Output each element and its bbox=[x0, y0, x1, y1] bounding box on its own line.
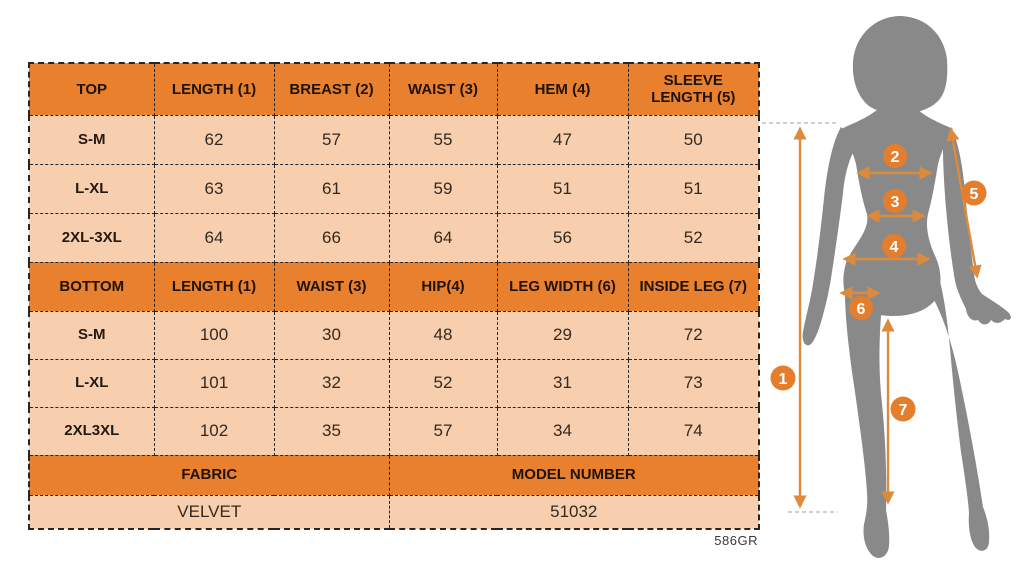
sleeve-length-header: SLEEVE LENGTH (5) bbox=[627, 62, 760, 116]
value-cell: 64 bbox=[388, 212, 498, 263]
value-cell: 74 bbox=[627, 406, 760, 456]
value-cell: 73 bbox=[627, 358, 760, 408]
value-cell: 57 bbox=[388, 406, 498, 456]
marker-5: 5 bbox=[961, 180, 987, 206]
size-label: 2XL-3XL bbox=[28, 212, 155, 263]
sleeve-arrow-icon bbox=[946, 127, 982, 279]
size-chart-table: TOP LENGTH (1) BREAST (2) WAIST (3) HEM … bbox=[28, 62, 760, 530]
marker-3: 3 bbox=[883, 189, 907, 213]
value-cell: 30 bbox=[273, 310, 390, 360]
value-cell: 66 bbox=[273, 212, 390, 263]
svg-text:6: 6 bbox=[857, 301, 866, 318]
value-cell: 64 bbox=[153, 212, 275, 263]
table-row: S-M 62 57 55 47 50 bbox=[28, 114, 760, 165]
fabric-value: VELVET bbox=[28, 494, 390, 530]
value-cell: 32 bbox=[273, 358, 390, 408]
value-cell: 59 bbox=[388, 163, 498, 214]
value-cell: 63 bbox=[153, 163, 275, 214]
svg-text:5: 5 bbox=[970, 186, 979, 203]
size-label: 2XL3XL bbox=[28, 406, 155, 456]
model-number-value: 51032 bbox=[388, 494, 760, 530]
style-code: 586GR bbox=[714, 533, 758, 548]
fabric-header: FABRIC bbox=[28, 454, 390, 496]
inside-leg-header: INSIDE LEG (7) bbox=[627, 261, 760, 312]
value-cell: 51 bbox=[496, 163, 629, 214]
leg-width-header: LEG WIDTH (6) bbox=[496, 261, 629, 312]
svg-text:2: 2 bbox=[891, 149, 900, 166]
top-header-row: TOP LENGTH (1) BREAST (2) WAIST (3) HEM … bbox=[28, 62, 760, 116]
svg-text:4: 4 bbox=[890, 239, 899, 256]
table-row: L-XL 101 32 52 31 73 bbox=[28, 358, 760, 408]
table-row: 2XL-3XL 64 66 64 56 52 bbox=[28, 212, 760, 263]
value-cell: 47 bbox=[496, 114, 629, 165]
marker-2: 2 bbox=[883, 144, 907, 168]
top-header: TOP bbox=[28, 62, 155, 116]
bottom-header: BOTTOM bbox=[28, 261, 155, 312]
value-cell: 72 bbox=[627, 310, 760, 360]
fabric-header-row: FABRIC MODEL NUMBER bbox=[28, 454, 760, 496]
woman-silhouette-icon bbox=[802, 16, 1011, 558]
size-label: S-M bbox=[28, 310, 155, 360]
size-label: S-M bbox=[28, 114, 155, 165]
marker-6: 6 bbox=[849, 296, 873, 320]
value-cell: 62 bbox=[153, 114, 275, 165]
fabric-value-row: VELVET 51032 bbox=[28, 494, 760, 530]
value-cell: 52 bbox=[627, 212, 760, 263]
value-cell: 29 bbox=[496, 310, 629, 360]
table-row: L-XL 63 61 59 51 51 bbox=[28, 163, 760, 214]
value-cell: 35 bbox=[273, 406, 390, 456]
value-cell: 102 bbox=[153, 406, 275, 456]
waist-header: WAIST (3) bbox=[388, 62, 498, 116]
svg-text:1: 1 bbox=[779, 371, 788, 388]
marker-4: 4 bbox=[882, 234, 906, 258]
breast-header: BREAST (2) bbox=[273, 62, 390, 116]
value-cell: 101 bbox=[153, 358, 275, 408]
size-label: L-XL bbox=[28, 358, 155, 408]
value-cell: 52 bbox=[388, 358, 498, 408]
measurement-figure: 1 2 3 4 5 6 7 bbox=[762, 16, 1011, 558]
hem-header: HEM (4) bbox=[496, 62, 629, 116]
value-cell: 34 bbox=[496, 406, 629, 456]
table-row: 2XL3XL 102 35 57 34 74 bbox=[28, 406, 760, 456]
value-cell: 56 bbox=[496, 212, 629, 263]
length-header: LENGTH (1) bbox=[153, 62, 275, 116]
hip-header: HIP(4) bbox=[388, 261, 498, 312]
table-row: S-M 100 30 48 29 72 bbox=[28, 310, 760, 360]
value-cell: 61 bbox=[273, 163, 390, 214]
value-cell: 55 bbox=[388, 114, 498, 165]
marker-1: 1 bbox=[770, 365, 796, 391]
svg-text:3: 3 bbox=[891, 194, 900, 211]
value-cell: 57 bbox=[273, 114, 390, 165]
value-cell: 50 bbox=[627, 114, 760, 165]
value-cell: 31 bbox=[496, 358, 629, 408]
svg-text:7: 7 bbox=[899, 402, 908, 419]
waist-header: WAIST (3) bbox=[273, 261, 390, 312]
length-header: LENGTH (1) bbox=[153, 261, 275, 312]
model-number-header: MODEL NUMBER bbox=[388, 454, 760, 496]
size-label: L-XL bbox=[28, 163, 155, 214]
value-cell: 100 bbox=[153, 310, 275, 360]
bottom-header-row: BOTTOM LENGTH (1) WAIST (3) HIP(4) LEG W… bbox=[28, 261, 760, 312]
marker-7: 7 bbox=[890, 396, 916, 422]
value-cell: 48 bbox=[388, 310, 498, 360]
value-cell: 51 bbox=[627, 163, 760, 214]
